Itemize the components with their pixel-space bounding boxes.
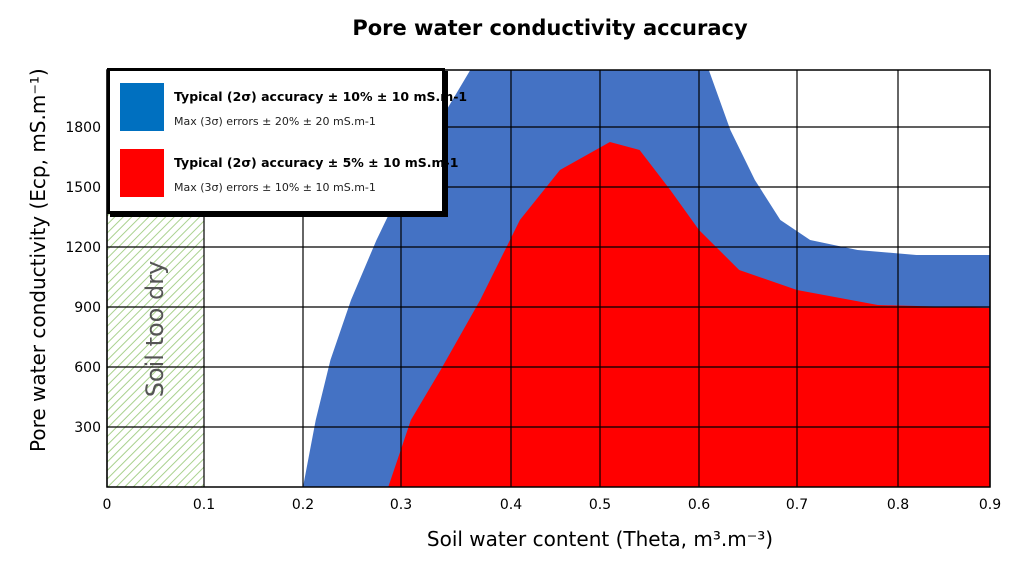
x-tick-label: 0.8 [887,497,909,513]
x-tick-label: 0.6 [688,497,710,513]
y-tick-label: 1800 [65,120,101,136]
x-tick-label: 0.3 [390,497,412,513]
x-tick-label: 0.1 [193,497,215,513]
y-tick-label: 1200 [65,240,101,256]
chart-title: Pore water conductivity accuracy [352,16,748,40]
x-tick-label: 0.2 [292,497,314,513]
x-tick-label: 0 [103,497,112,513]
y-tick-label: 300 [74,420,101,436]
y-tick-label: 600 [74,360,101,376]
x-tick-label: 0.7 [786,497,808,513]
x-tick-label: 0.9 [979,497,1001,513]
x-axis-label: Soil water content (Theta, m³.m⁻³) [426,527,774,551]
legend-label-blue: Typical (2σ) accuracy ± 10% ± 10 mS.m-1 [174,89,468,104]
x-tick-label: 0.4 [500,497,522,513]
red-accuracy-region [388,142,990,487]
legend: Typical (2σ) accuracy ± 10% ± 10 mS.m-1 … [107,68,467,214]
y-tick-label: 1500 [65,180,101,196]
y-tick-label: 900 [74,300,101,316]
legend-swatch-red [120,149,164,197]
y-axis-label: Pore water conductivity (Ecp, mS.m⁻¹) [26,68,50,452]
legend-swatch-blue [120,83,164,131]
legend-label-red: Typical (2σ) accuracy ± 5% ± 10 mS.m-1 [174,155,459,170]
soil-too-dry-label: Soil too dry [141,260,169,398]
x-tick-label: 0.5 [589,497,611,513]
plot-border [106,69,991,488]
legend-sub-blue: Max (3σ) errors ± 20% ± 20 mS.m-1 [174,115,376,128]
legend-sub-red: Max (3σ) errors ± 10% ± 10 mS.m-1 [174,181,376,194]
